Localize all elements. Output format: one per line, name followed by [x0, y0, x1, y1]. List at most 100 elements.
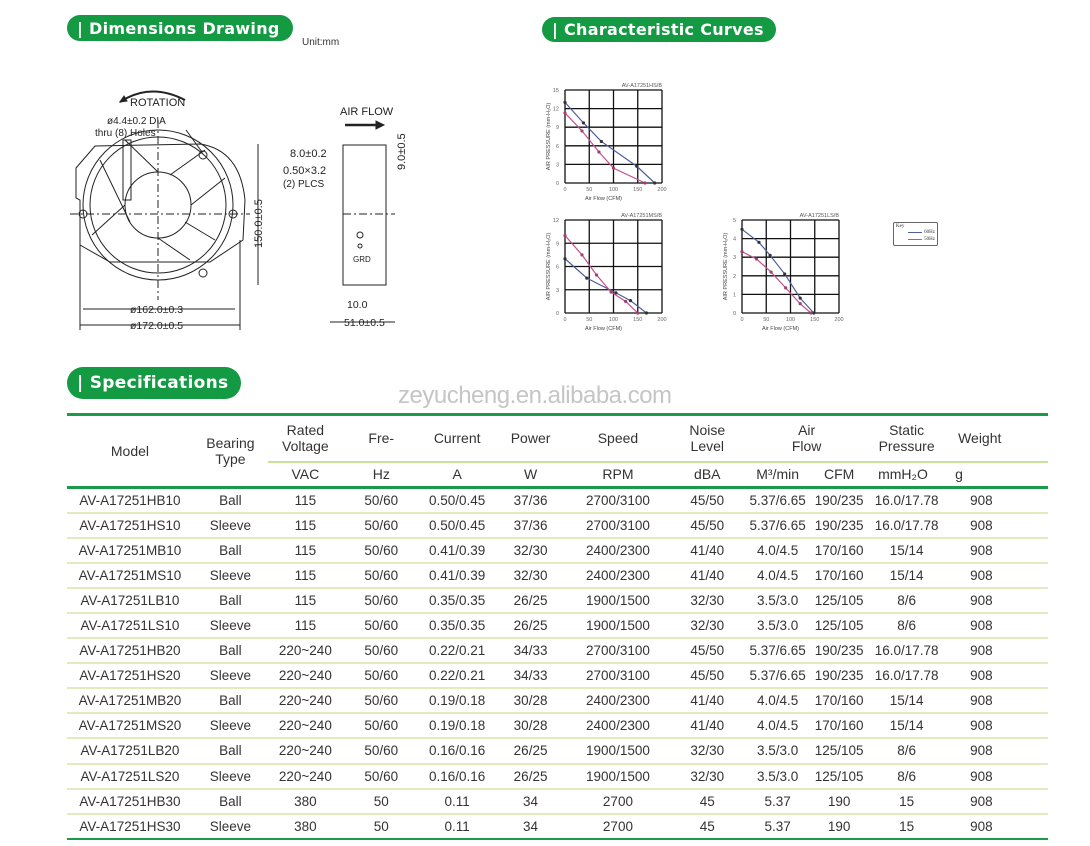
table-cell: 34 [494, 813, 567, 840]
table-cell: 0.50/0.45 [419, 512, 495, 539]
table-cell: 34 [494, 788, 567, 815]
data-point [740, 250, 744, 254]
table-cell: 50/60 [342, 537, 420, 564]
table-cell: AV-A17251HS10 [67, 512, 193, 539]
ground-label: GRD [353, 255, 371, 264]
data-point [812, 311, 816, 315]
table-cell: 8/6 [868, 587, 946, 614]
y-tick-label: 9 [556, 125, 559, 131]
table-cell: 4.0/4.5 [745, 713, 811, 740]
header-speed: Speed [566, 413, 670, 462]
table-cell: 908 [945, 813, 1048, 840]
table-cell: 170/160 [810, 562, 869, 589]
table-cell: 4.0/4.5 [745, 537, 811, 564]
table-cell: 26/25 [494, 587, 567, 614]
x-axis-label: Air Flow (CFM) [585, 326, 622, 332]
table-cell: 0.16/0.16 [419, 763, 495, 790]
header-power: Power [494, 413, 567, 462]
table-cell: 45/50 [669, 663, 746, 690]
series-line-50Hz [564, 235, 639, 314]
table-row: AV-A17251MS20 Sleeve 220~240 50/60 0.19/0.18… [67, 713, 1048, 740]
table-cell: 0.19/0.18 [419, 688, 495, 715]
table-cell: 41/40 [669, 713, 746, 740]
table-row: AV-A17251LB10 Ball 115 50/60 0.35/0.35 26/25 1… [67, 587, 1048, 614]
data-point [624, 299, 628, 303]
rotation-label: ROTATION [130, 97, 185, 109]
data-point [809, 311, 813, 315]
table-cell: 15 [868, 813, 946, 840]
table-cell: 8/6 [868, 612, 946, 640]
y-tick-label: 6 [556, 265, 559, 271]
data-point [594, 273, 599, 277]
table-cell: 2700/3100 [566, 638, 670, 665]
data-point [644, 311, 649, 315]
table-cell: 32/30 [494, 562, 567, 589]
header-weight: Weight [945, 413, 1048, 462]
table-cell: 32/30 [669, 587, 746, 614]
unit-cell: Hz [342, 460, 420, 489]
table-cell: 15/14 [868, 713, 946, 740]
table-cell: 0.41/0.39 [419, 537, 495, 564]
table-cell: 32/30 [494, 537, 567, 564]
data-point [653, 181, 657, 185]
data-point [635, 164, 639, 168]
table-cell: Sleeve [192, 763, 268, 790]
table-cell: 2700 [566, 813, 670, 840]
table-cell: 908 [945, 638, 1048, 665]
table-row: AV-A17251HS10 Sleeve 115 50/60 0.50/0.45 37/3… [67, 512, 1048, 539]
table-row: AV-A17251LS20 Sleeve 220~240 50/60 0.16/0.16… [67, 763, 1048, 790]
legend-swatch-60hz [908, 231, 923, 234]
table-cell: 37/36 [494, 487, 567, 514]
series-line-60Hz [564, 101, 656, 184]
characteristic-curves-heading: | Characteristic Curves [542, 17, 776, 42]
table-cell: 50/60 [342, 487, 420, 514]
table-row: AV-A17251HB30 Ball 380 50 0.11 34 2700 45 5.37 19… [67, 788, 1048, 815]
table-cell: 3.5/3.0 [745, 738, 811, 765]
table-cell: 908 [945, 788, 1048, 815]
table-cell: 908 [945, 537, 1048, 564]
y-tick-label: 12 [553, 218, 559, 224]
chart-title: AV-A17251HS/B [622, 83, 663, 89]
table-cell: 15/14 [868, 688, 946, 715]
table-cell: 16.0/17.78 [868, 663, 946, 690]
y-axis-label: AIR PRESSURE (mm-H₂O) [546, 233, 552, 301]
data-point [581, 121, 586, 125]
legend-title: Key [896, 224, 905, 229]
table-cell: 50/60 [342, 638, 420, 665]
x-tick-label: 0 [563, 317, 566, 323]
table-cell: 15 [868, 788, 946, 815]
curve-chart-ms: AV-A17251MS/B 0 50 100 150 200 0 3 6 9 12 Air Flow … [546, 213, 667, 332]
table-cell: 170/160 [810, 537, 869, 564]
table-cell: AV-A17251MB20 [67, 688, 193, 715]
y-tick-label: 6 [556, 144, 559, 150]
table-cell: AV-A17251LB20 [67, 738, 193, 765]
header-airflow: Air Flow [745, 413, 869, 462]
table-cell: 26/25 [494, 738, 567, 765]
table-cell: 1900/1500 [566, 763, 670, 790]
table-cell: 50/60 [342, 612, 420, 640]
table-cell: AV-A17251MS20 [67, 713, 193, 740]
table-cell: 34/33 [494, 663, 567, 690]
table-cell: 908 [945, 487, 1048, 514]
x-tick-label: 150 [633, 317, 642, 323]
table-cell: 2700/3100 [566, 512, 670, 539]
y-tick-label: 0 [556, 181, 559, 187]
table-cell: 34/33 [494, 638, 567, 665]
table-cell: 5.37/6.65 [745, 663, 811, 690]
table-row: AV-A17251MB20 Ball 220~240 50/60 0.19/0.18 30… [67, 688, 1048, 715]
chart-title: AV-A17251MS/B [621, 213, 662, 219]
table-cell: 190 [810, 813, 869, 840]
table-cell: Sleeve [192, 612, 268, 640]
table-row: AV-A17251MS10 Sleeve 115 50/60 0.41/0.39 32/3… [67, 562, 1048, 589]
table-cell: 1900/1500 [566, 738, 670, 765]
table-cell: 3.5/3.0 [745, 763, 811, 790]
data-point [769, 270, 773, 274]
unit-label: Unit:mm [302, 37, 340, 48]
series-line-50Hz [564, 112, 646, 184]
table-cell: 0.19/0.18 [419, 713, 495, 740]
table-row: AV-A17251HS30 Sleeve 380 50 0.11 34 2700 45 5.37… [67, 813, 1048, 840]
x-tick-label: 50 [586, 317, 592, 323]
table-cell: 8/6 [868, 763, 946, 790]
table-cell: AV-A17251MB10 [67, 537, 193, 564]
x-tick-label: 200 [834, 317, 843, 323]
